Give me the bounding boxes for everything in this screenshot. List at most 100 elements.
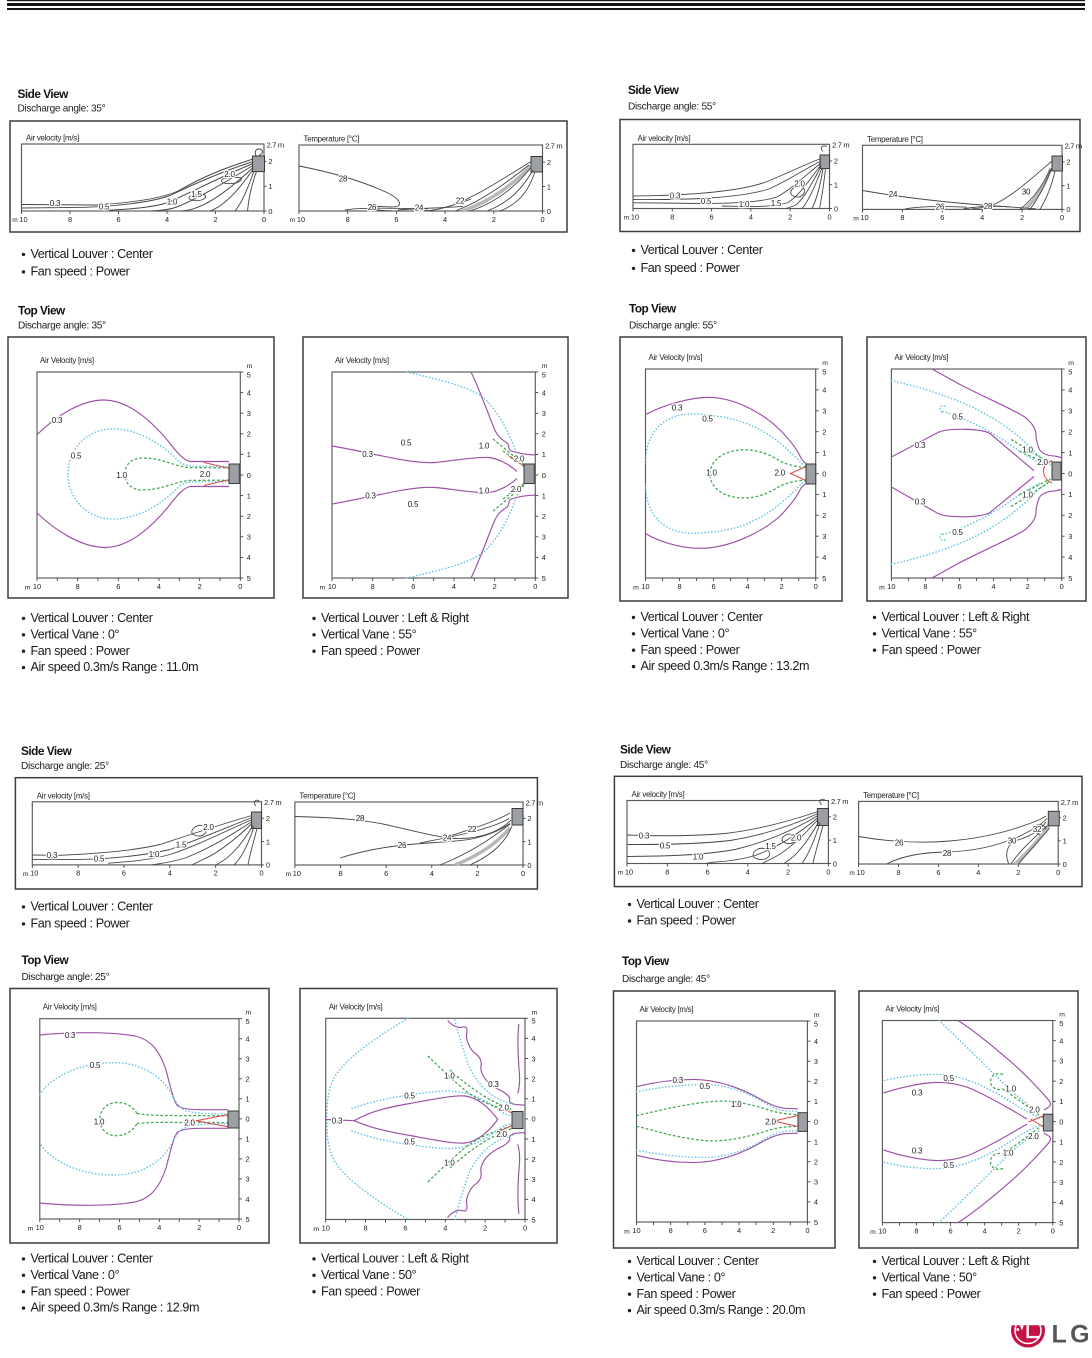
svg-text:1: 1	[834, 181, 838, 190]
svg-text:1: 1	[268, 182, 272, 191]
svg-text:2: 2	[197, 1223, 201, 1232]
svg-text:6: 6	[710, 212, 714, 221]
svg-text:m: m	[879, 585, 885, 592]
svg-text:26: 26	[936, 203, 945, 212]
svg-text:Temperature [°C]: Temperature [°C]	[299, 792, 355, 801]
svg-text:1.5: 1.5	[191, 190, 202, 199]
svg-text:1.0: 1.0	[444, 1072, 455, 1081]
svg-text:5: 5	[246, 1215, 250, 1224]
svg-text:10: 10	[36, 1223, 44, 1232]
svg-text:0.3: 0.3	[488, 1080, 499, 1089]
svg-text:0: 0	[834, 204, 838, 213]
svg-text:m: m	[870, 1229, 876, 1236]
svg-text:m: m	[853, 216, 859, 223]
svg-text:0.5: 0.5	[702, 415, 713, 424]
svg-text:1: 1	[1063, 837, 1067, 846]
svg-text:3: 3	[1068, 532, 1072, 541]
svg-text:Vertical Vane : 55°: Vertical Vane : 55°	[321, 627, 417, 641]
svg-text:3: 3	[542, 533, 546, 542]
svg-text:3: 3	[1059, 1178, 1063, 1187]
svg-text:6: 6	[403, 1224, 407, 1233]
svg-text:2: 2	[493, 582, 497, 591]
svg-text:1: 1	[247, 450, 251, 459]
svg-text:0.5: 0.5	[99, 203, 110, 212]
svg-text:m: m	[25, 585, 31, 592]
svg-text:10: 10	[33, 582, 41, 591]
svg-text:0: 0	[1068, 469, 1072, 478]
svg-text:m: m	[27, 1226, 33, 1233]
svg-text:2.0: 2.0	[775, 468, 786, 477]
svg-text:Air Velocity [m/s]: Air Velocity [m/s]	[329, 1002, 383, 1011]
svg-text:28: 28	[339, 175, 348, 184]
svg-text:Vertical Louver : Left & Right: Vertical Louver : Left & Right	[321, 611, 470, 625]
svg-text:1.0: 1.0	[731, 1100, 742, 1109]
svg-text:6: 6	[957, 582, 961, 591]
svg-text:24: 24	[415, 204, 424, 213]
svg-text:2: 2	[1017, 1227, 1021, 1236]
svg-text:6: 6	[703, 1226, 707, 1235]
svg-text:30: 30	[1022, 188, 1031, 197]
svg-text:Fan speed : Power: Fan speed : Power	[31, 1284, 130, 1298]
svg-text:1.0: 1.0	[1022, 446, 1033, 455]
svg-text:8: 8	[76, 869, 80, 878]
svg-text:0: 0	[237, 1223, 241, 1232]
svg-text:2.7 m: 2.7 m	[267, 140, 284, 149]
svg-text:1.0: 1.0	[149, 850, 160, 859]
svg-text:0: 0	[814, 582, 818, 591]
svg-text:Fan speed : Power: Fan speed : Power	[641, 261, 740, 275]
svg-text:4: 4	[443, 215, 447, 224]
svg-text:4: 4	[1059, 1037, 1063, 1046]
svg-text:0.5: 0.5	[943, 1074, 954, 1083]
svg-text:Vertical Vane : 55°: Vertical Vane : 55°	[882, 626, 978, 640]
svg-text:4: 4	[542, 553, 546, 562]
svg-text:26: 26	[895, 839, 904, 848]
svg-text:1: 1	[814, 1137, 818, 1146]
svg-text:8: 8	[78, 1223, 82, 1232]
svg-text:1: 1	[833, 836, 837, 845]
svg-text:Fan speed : Power: Fan speed : Power	[637, 1287, 736, 1301]
svg-text:0.3: 0.3	[670, 192, 681, 201]
svg-text:4: 4	[247, 553, 251, 562]
svg-text:1: 1	[246, 1095, 250, 1104]
svg-text:2.0: 2.0	[1029, 1106, 1040, 1115]
svg-text:2.0: 2.0	[203, 823, 214, 832]
svg-text:1: 1	[814, 1097, 818, 1106]
svg-text:2: 2	[788, 212, 792, 221]
svg-text:2: 2	[771, 1226, 775, 1235]
svg-text:8: 8	[914, 1227, 918, 1236]
svg-text:Air velocity [m/s]: Air velocity [m/s]	[638, 134, 691, 143]
svg-text:5: 5	[1068, 574, 1072, 583]
svg-text:0: 0	[527, 861, 531, 870]
svg-text:1: 1	[822, 490, 826, 499]
svg-text:28: 28	[984, 202, 993, 211]
svg-text:0: 0	[533, 582, 537, 591]
svg-text:0: 0	[1060, 213, 1064, 222]
svg-text:4: 4	[980, 213, 984, 222]
svg-text:5: 5	[542, 574, 546, 583]
svg-text:2: 2	[475, 869, 479, 878]
svg-text:6: 6	[705, 867, 709, 876]
svg-text:Air speed 0.3m/s Range : 11.0m: Air speed 0.3m/s Range : 11.0m	[31, 660, 199, 674]
svg-text:10: 10	[878, 1227, 886, 1236]
svg-text:0.5: 0.5	[90, 1061, 101, 1070]
svg-text:m: m	[12, 217, 18, 224]
svg-text:0: 0	[262, 215, 266, 224]
svg-text:m: m	[633, 585, 639, 592]
svg-text:2: 2	[547, 158, 551, 167]
svg-text:2: 2	[268, 157, 272, 166]
svg-text:m: m	[849, 870, 855, 877]
svg-text:3: 3	[246, 1175, 250, 1184]
svg-text:0.5: 0.5	[404, 1092, 415, 1101]
svg-text:3: 3	[532, 1175, 536, 1184]
svg-text:1: 1	[542, 491, 546, 500]
svg-text:2: 2	[532, 1074, 536, 1083]
svg-text:Temperature [°C]: Temperature [°C]	[863, 791, 919, 800]
svg-text:2.0: 2.0	[184, 1118, 195, 1127]
svg-text:1.0: 1.0	[116, 471, 127, 480]
svg-text:4: 4	[443, 1224, 447, 1233]
svg-text:8: 8	[338, 869, 342, 878]
svg-text:5: 5	[532, 1017, 536, 1026]
svg-text:0.5: 0.5	[408, 500, 419, 509]
svg-text:6: 6	[117, 1223, 121, 1232]
svg-text:4: 4	[532, 1034, 536, 1043]
